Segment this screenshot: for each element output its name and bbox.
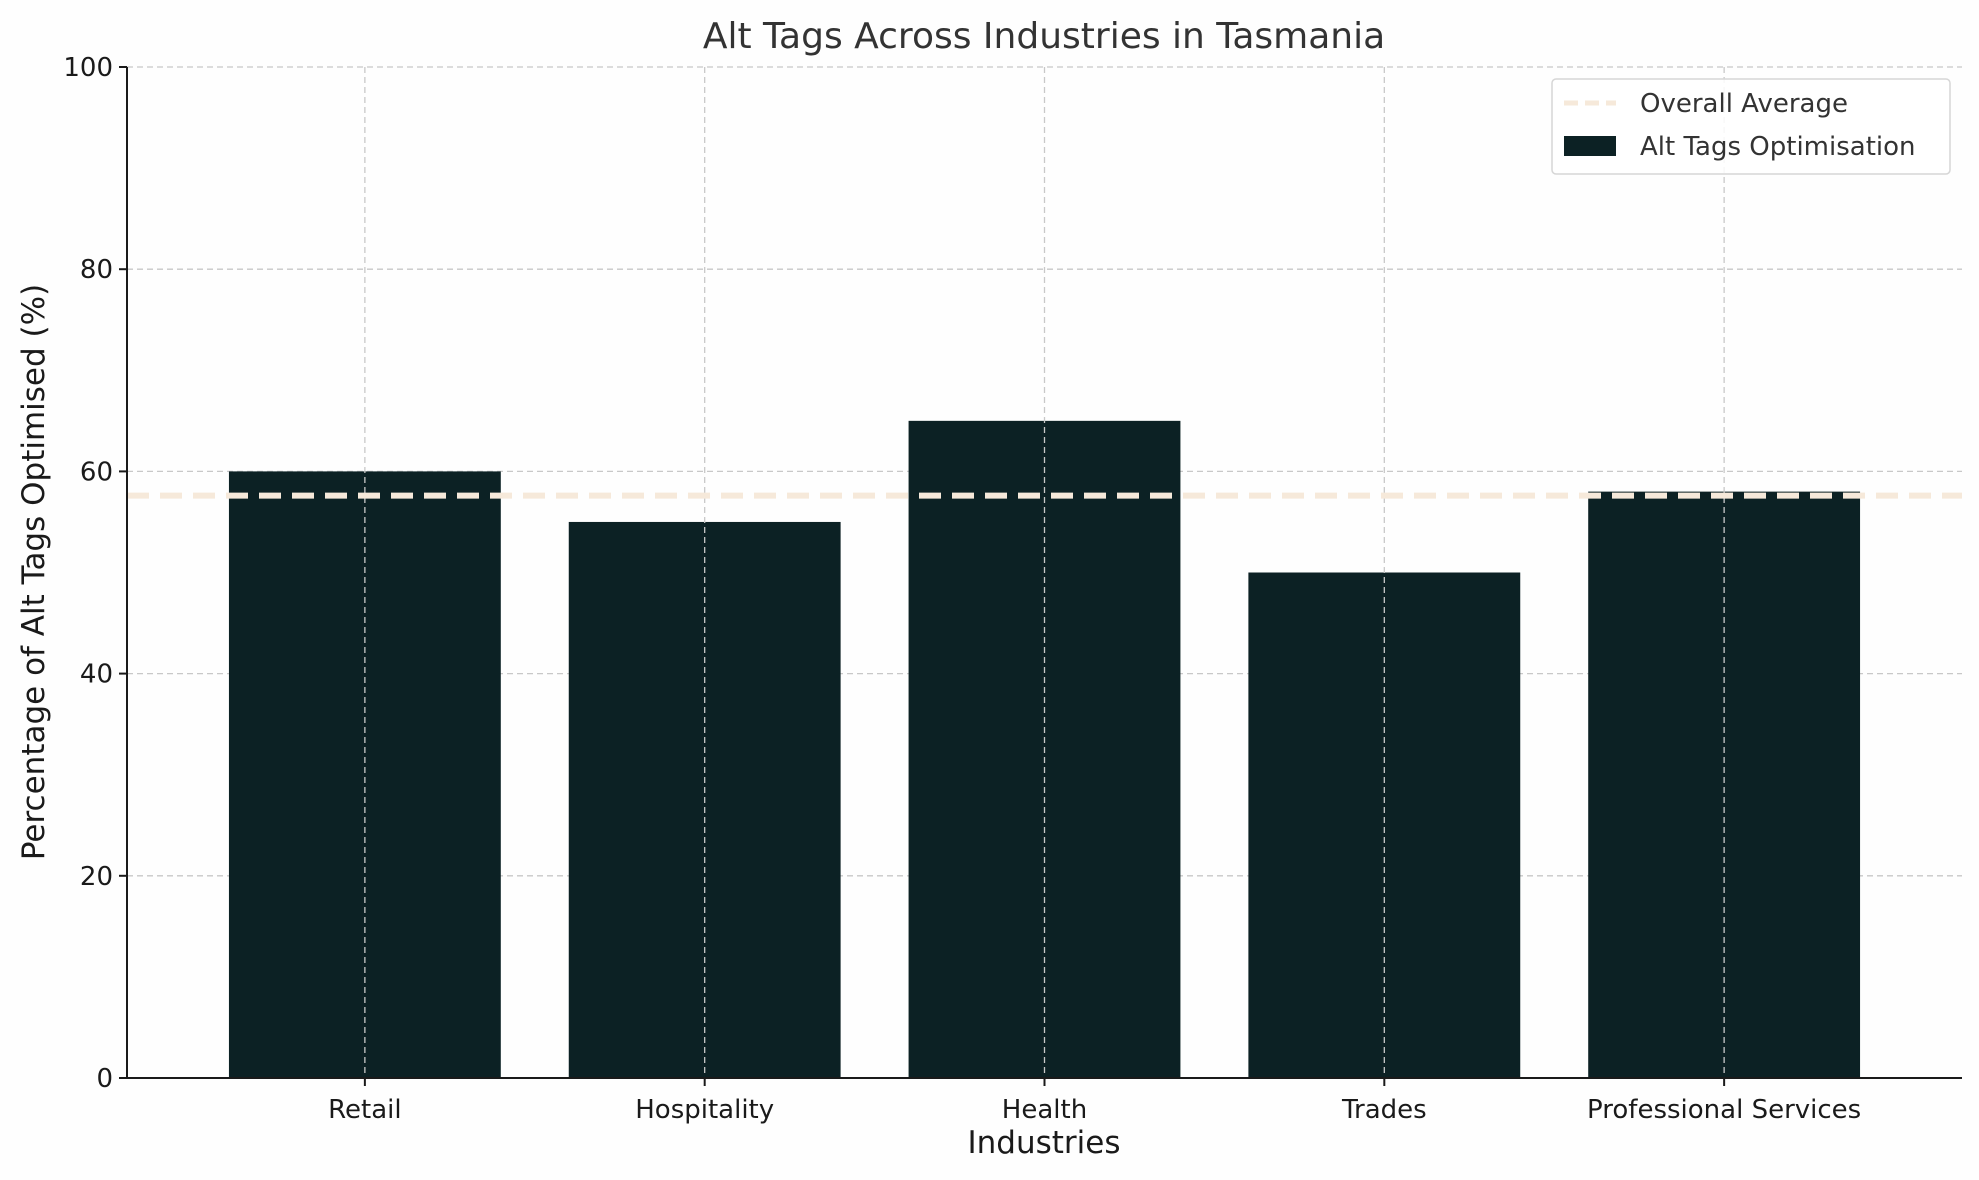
y-tick-label-0: 0 [96, 1064, 113, 1094]
x-axis-label: Industries [967, 1125, 1120, 1161]
y-tick-label-20: 20 [80, 862, 113, 892]
x-tick-label-trades: Trades [1341, 1095, 1427, 1125]
y-tick-label-40: 40 [80, 660, 113, 690]
y-tick-label-80: 80 [80, 255, 113, 285]
y-tick-label-60: 60 [80, 457, 113, 487]
legend-label-overall-average: Overall Average [1640, 89, 1848, 119]
x-tick-label-health: Health [1002, 1095, 1087, 1125]
y-axis-label: Percentage of Alt Tags Optimised (%) [16, 284, 52, 860]
legend-swatch-alt-tags-optimisation [1564, 136, 1616, 156]
x-tick-label-retail: Retail [328, 1095, 401, 1125]
x-tick-label-hospitality: Hospitality [635, 1095, 774, 1125]
chart-title: Alt Tags Across Industries in Tasmania [703, 16, 1385, 57]
legend-label-alt-tags-optimisation: Alt Tags Optimisation [1640, 132, 1916, 162]
legend: Overall Average Alt Tags Optimisation [1551, 78, 1951, 175]
legend-box [1551, 78, 1951, 175]
bar-trades [1248, 572, 1521, 1078]
bars [228, 67, 1861, 1079]
x-tick-label-professional-services: Professional Services [1587, 1095, 1861, 1125]
y-tick-label-100: 100 [63, 53, 113, 83]
ticks: 0 20 40 60 80 100 Retail Hospitality Health Trade… [63, 53, 1861, 1125]
